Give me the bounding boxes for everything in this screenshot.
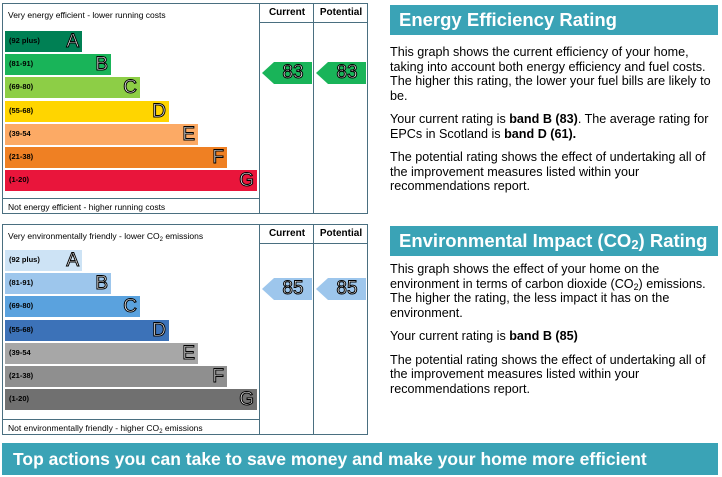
bottom-label: Not energy efficient - higher running co… [8, 202, 166, 212]
band-e: (39-54 E [5, 123, 198, 145]
band-letter: D [152, 100, 167, 122]
band-letter: B [95, 54, 109, 76]
band-range: (21-38) [9, 371, 34, 380]
band-letter: D [152, 319, 167, 341]
band-d: (55-68) D [5, 319, 169, 341]
band-letter: G [239, 389, 255, 411]
bottom-label: Not environmentally friendly - higher CO… [8, 423, 203, 435]
band-range: (55-68) [9, 324, 34, 334]
band-letter: E [182, 342, 196, 364]
band-b: (81-91) B [5, 54, 111, 76]
band-g: (1-20) G [5, 389, 257, 411]
band-range: (92 plus) [9, 255, 40, 264]
band-c: (69-80) C [5, 296, 140, 318]
impact-panel-title: Environmental Impact (CO2) Rating [390, 226, 718, 256]
band-letter: B [95, 273, 109, 295]
current-rating-value: 83 [282, 62, 304, 84]
potential-header: Potential [319, 228, 363, 239]
impact-description: This graph shows the effect of your home… [390, 262, 706, 320]
environmental-impact-panel: Environmental Impact (CO2) Rating This g… [390, 226, 718, 396]
current-rating-value: 85 [282, 278, 304, 300]
band-letter: A [66, 250, 80, 272]
impact-current-rating-text: Your current rating is band B (85) [390, 329, 578, 343]
band-a: (92 plus) A [5, 250, 82, 272]
band-range: (1-20) [9, 175, 30, 185]
energy-current-rating-text: Your current rating is band B (83). The … [390, 112, 709, 141]
potential-rating-value: 85 [336, 278, 358, 300]
band-range: (81-91) [9, 278, 34, 288]
potential-header: Potential [319, 7, 363, 18]
energy-efficiency-chart: Current Potential Very energy efficient … [2, 3, 368, 214]
band-range: (69-80) [9, 82, 34, 92]
top-actions-banner: Top actions you can take to save money a… [2, 443, 718, 475]
potential-rating-arrow: 85 [316, 278, 366, 300]
band-e: (39-54 E [5, 342, 198, 364]
band-letter: C [123, 296, 138, 318]
top-label: Very energy efficient - lower running co… [8, 10, 166, 20]
band-b: (81-91) B [5, 273, 111, 295]
energy-efficiency-panel: Energy Efficiency Rating This graph show… [390, 5, 718, 194]
band-range: (1-20) [9, 394, 30, 404]
energy-description: This graph shows the current efficiency … [390, 45, 711, 103]
potential-rating-arrow: 83 [316, 62, 366, 84]
band-range: (21-38) [9, 152, 34, 161]
band-range: (69-80) [9, 301, 34, 311]
potential-rating-value: 83 [336, 62, 358, 84]
band-letter: A [66, 31, 80, 53]
energy-panel-title: Energy Efficiency Rating [390, 5, 718, 35]
impact-potential-text: The potential rating shows the effect of… [390, 352, 706, 396]
band-range: (39-54 [9, 347, 31, 357]
top-label: Very environmentally friendly - lower CO… [8, 231, 204, 243]
band-range: (81-91) [9, 59, 34, 69]
band-a: (92 plus) A [5, 31, 82, 53]
energy-potential-text: The potential rating shows the effect of… [390, 150, 706, 193]
band-g: (1-20) G [5, 170, 257, 192]
band-letter: E [182, 123, 196, 145]
environmental-impact-chart: Current Potential Very environmentally f… [2, 224, 368, 435]
current-header: Current [268, 228, 306, 239]
band-range: (39-54 [9, 128, 31, 138]
band-c: (69-80) C [5, 77, 140, 99]
current-rating-arrow: 83 [262, 62, 312, 84]
band-letter: F [212, 366, 225, 388]
current-header: Current [268, 7, 306, 18]
band-f: (21-38) F [5, 366, 227, 388]
current-rating-arrow: 85 [262, 278, 312, 300]
band-range: (55-68) [9, 105, 34, 115]
band-letter: G [239, 170, 255, 192]
band-letter: F [212, 147, 225, 169]
band-letter: C [123, 77, 138, 99]
band-range: (92 plus) [9, 36, 40, 45]
band-d: (55-68) D [5, 100, 169, 122]
band-f: (21-38) F [5, 147, 227, 169]
